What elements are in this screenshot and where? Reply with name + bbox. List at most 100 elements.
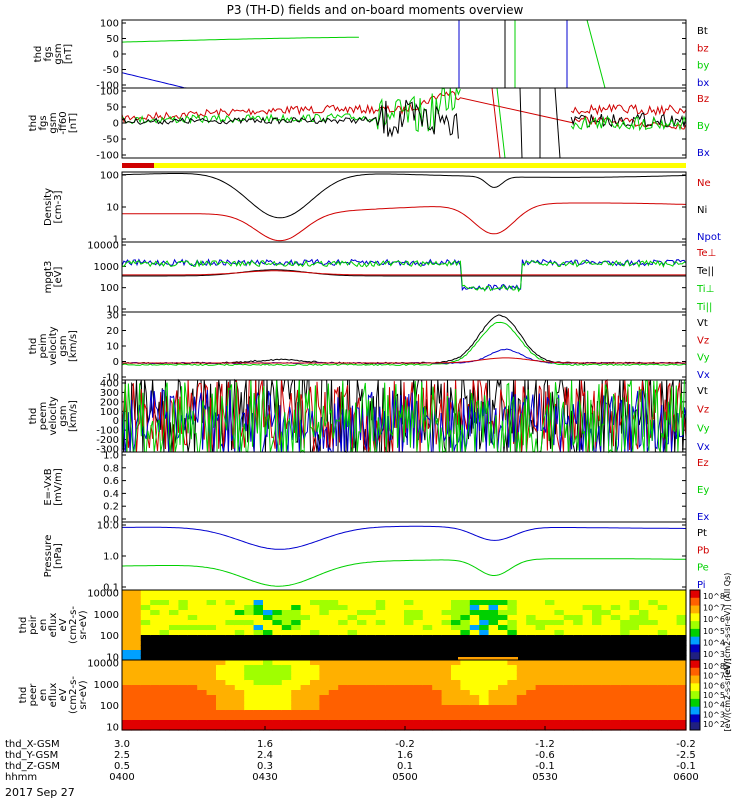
heatmap-cell <box>338 675 349 681</box>
heatmap-cell <box>573 665 584 671</box>
heatmap-cell <box>648 635 659 641</box>
heatmap-cell <box>667 685 678 691</box>
heatmap-cell <box>263 655 273 661</box>
heatmap-cell <box>357 665 367 671</box>
heatmap-cell <box>300 650 311 656</box>
heatmap-cell <box>206 705 217 711</box>
heatmap-cell <box>159 610 170 616</box>
heatmap-cell <box>225 725 236 731</box>
heatmap-cell <box>244 690 255 696</box>
heatmap-cell <box>488 590 499 596</box>
heatmap-cell <box>159 660 170 666</box>
heatmap-cell <box>620 595 631 601</box>
y-tick-label: 10 <box>106 723 119 734</box>
series-Vy <box>121 379 686 454</box>
heatmap-cell <box>526 690 537 696</box>
heatmap-cell <box>629 640 640 646</box>
y-axis-label: eV <box>58 688 69 701</box>
heatmap-cell <box>554 590 565 596</box>
heatmap-cell <box>422 610 433 616</box>
heatmap-cell <box>366 670 377 676</box>
heatmap-cell <box>122 630 132 636</box>
heatmap-cell <box>554 655 565 661</box>
heatmap-cell <box>432 695 443 701</box>
plot-area <box>121 258 687 293</box>
y-axis-label: peim <box>38 333 49 358</box>
heatmap-cell <box>310 710 320 716</box>
heatmap-cell <box>244 655 255 661</box>
heatmap-cell <box>216 615 226 621</box>
heatmap-cell <box>441 605 452 611</box>
y-axis-label: sr-eV) <box>78 680 89 709</box>
plot-area <box>121 87 687 159</box>
heatmap-cell <box>263 605 273 611</box>
heatmap-cell <box>291 645 302 651</box>
heatmap-cell <box>451 605 461 611</box>
heatmap-cell <box>385 655 396 661</box>
heatmap-cell <box>460 635 471 641</box>
heatmap-cell <box>610 625 621 631</box>
heatmap-cell <box>234 645 245 651</box>
heatmap-cell <box>526 640 537 646</box>
heatmap-cell <box>667 715 678 721</box>
heatmap-cell <box>225 705 236 711</box>
heatmap-cell <box>281 715 292 721</box>
heatmap-cell <box>216 595 226 601</box>
heatmap-cell <box>197 690 208 696</box>
heatmap-cell <box>610 615 621 621</box>
x-row-label: thd_Y-GSM <box>5 750 58 761</box>
heatmap-cell <box>573 645 584 651</box>
heatmap-cell <box>225 610 236 616</box>
heatmap-cell <box>310 615 320 621</box>
heatmap-cell <box>479 700 490 706</box>
heatmap-cell <box>620 680 631 686</box>
heatmap-cell <box>554 690 565 696</box>
heatmap-cell <box>122 640 132 646</box>
heatmap-cell <box>328 605 339 611</box>
heatmap-cell <box>441 650 452 656</box>
y-axis-label: Density <box>43 188 54 226</box>
heatmap-cell <box>310 665 320 671</box>
heatmap-cell <box>394 625 405 631</box>
heatmap-cell <box>479 675 490 681</box>
heatmap-cell <box>150 605 161 611</box>
heatmap-cell <box>629 725 640 731</box>
heatmap-cell <box>545 700 555 706</box>
heatmap-cell <box>488 610 499 616</box>
heatmap-cell <box>554 675 565 681</box>
heatmap-cell <box>516 595 527 601</box>
heatmap-cell <box>413 615 424 621</box>
heatmap-cell <box>319 705 330 711</box>
heatmap-cell <box>178 685 189 691</box>
heatmap-cell <box>479 640 490 646</box>
heatmap-cell <box>404 635 414 641</box>
heatmap-cell <box>601 670 612 676</box>
heatmap-cell <box>272 630 283 636</box>
heatmap-cell <box>140 680 151 686</box>
heatmap-cell <box>469 695 480 701</box>
heatmap-cell <box>432 705 443 711</box>
heatmap-cell <box>432 620 443 626</box>
y-tick-label: 50 <box>106 34 119 45</box>
heatmap-cell <box>131 630 142 636</box>
y-tick-label: 1000 <box>94 262 119 273</box>
heatmap-cell <box>479 720 490 726</box>
heatmap-cell <box>347 675 358 681</box>
heatmap-cell <box>338 605 349 611</box>
heatmap-cell <box>187 725 198 731</box>
heatmap-cell <box>535 660 546 666</box>
heatmap-cell <box>648 710 659 716</box>
heatmap-cell <box>140 710 151 716</box>
y-tick-label: 20 <box>106 326 119 337</box>
heatmap-cell <box>573 640 584 646</box>
heatmap-cell <box>639 610 649 616</box>
heatmap-cell <box>357 705 367 711</box>
heatmap-cell <box>507 665 518 671</box>
heatmap-cell <box>657 610 668 616</box>
heatmap-cell <box>676 600 687 606</box>
heatmap-cell <box>413 695 424 701</box>
heatmap-cell <box>225 690 236 696</box>
heatmap-cell <box>592 690 602 696</box>
heatmap-cell <box>244 720 255 726</box>
spike <box>519 87 523 159</box>
